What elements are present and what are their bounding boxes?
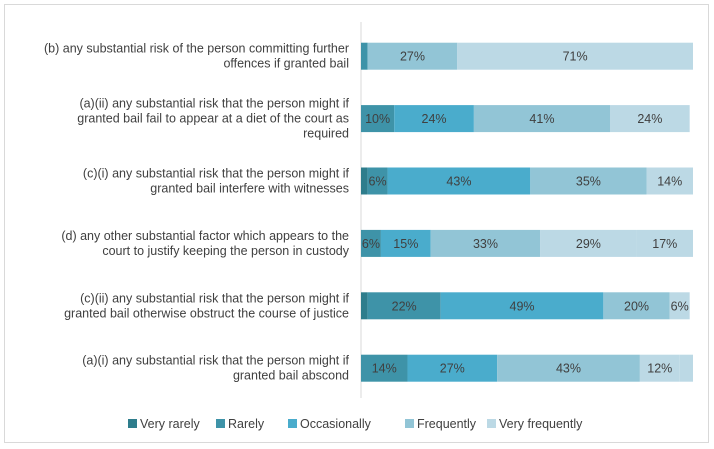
category-label-line: (c)(i) any substantial risk that the per… <box>83 167 350 181</box>
data-label: 10% <box>365 112 390 126</box>
bar-segment <box>361 105 395 133</box>
bar-segment <box>473 105 610 133</box>
category-label-line: granted bail interfere with witnesses <box>150 182 349 196</box>
legend-label: Very frequently <box>499 417 583 431</box>
category-label-line: granted bail otherwise obstruct the cour… <box>64 306 349 320</box>
bar-segment <box>361 167 368 195</box>
data-label: 14% <box>372 362 397 376</box>
bar-segment <box>387 167 531 195</box>
data-label: 15% <box>393 237 418 251</box>
data-label: 43% <box>556 362 581 376</box>
data-label: 27% <box>400 50 425 64</box>
category-label-line: (a)(i) any substantial risk that the per… <box>82 354 349 368</box>
data-label: 27% <box>440 362 465 376</box>
bar-segment <box>603 292 670 320</box>
legend-swatch <box>487 419 496 428</box>
category-label-line: (d) any other substantial factor which a… <box>61 229 349 243</box>
category-label-line: required <box>303 127 349 141</box>
bar-segment <box>669 292 690 320</box>
bar-segment <box>639 354 680 382</box>
data-label: 6% <box>362 237 380 251</box>
legend-label: Very rarely <box>140 417 200 431</box>
legend-swatch <box>128 419 137 428</box>
data-label: 41% <box>529 112 554 126</box>
category-label: (c)(i) any substantial risk that the per… <box>83 167 350 196</box>
data-label: 49% <box>510 299 535 313</box>
chart-border <box>4 4 709 443</box>
bar-segment <box>679 354 693 382</box>
category-label: (a)(ii) any substantial risk that the pe… <box>77 97 349 141</box>
bar-segment <box>361 354 408 382</box>
bar-segment <box>457 42 693 70</box>
category-label-line: granted bail fail to appear at a diet of… <box>77 112 349 126</box>
legend-label: Occasionally <box>300 417 372 431</box>
bar-segment <box>367 292 441 320</box>
bar-segment <box>440 292 604 320</box>
bar-segment <box>367 42 458 70</box>
data-label: 14% <box>657 175 682 189</box>
data-label: 6% <box>369 175 387 189</box>
bar-segment <box>394 105 474 133</box>
data-label: 24% <box>637 112 662 126</box>
bar-segment <box>430 229 541 257</box>
data-label: 20% <box>624 299 649 313</box>
category-label-line: court to justify keeping the person in c… <box>102 244 349 258</box>
category-label: (c)(ii) any substantial risk that the pe… <box>64 291 349 320</box>
bar-segment <box>367 167 388 195</box>
data-label: 35% <box>576 175 601 189</box>
legend-swatch <box>216 419 225 428</box>
data-label: 17% <box>652 237 677 251</box>
category-label-line: granted bail abscond <box>233 369 349 383</box>
data-label: 22% <box>392 299 417 313</box>
legend-swatch <box>405 419 414 428</box>
category-label: (a)(i) any substantial risk that the per… <box>82 354 349 383</box>
bar-segment <box>407 354 498 382</box>
bar-segment <box>361 42 368 70</box>
category-label-line: (b) any substantial risk of the person c… <box>44 42 349 56</box>
category-label: (b) any substantial risk of the person c… <box>44 42 349 71</box>
bar-segment <box>636 229 693 257</box>
bar-segment <box>610 105 690 133</box>
bar-segment <box>497 354 640 382</box>
bar-segment <box>646 167 693 195</box>
data-label: 33% <box>473 237 498 251</box>
bar-segment <box>361 229 381 257</box>
bar-segment <box>361 292 368 320</box>
legend-swatch <box>288 419 297 428</box>
category-label: (d) any other substantial factor which a… <box>61 229 349 258</box>
data-label: 24% <box>422 112 447 126</box>
bar-segment <box>530 167 647 195</box>
bar-segment <box>380 229 431 257</box>
data-label: 43% <box>446 175 471 189</box>
category-label-line: offences if granted bail <box>223 57 349 71</box>
legend-label: Rarely <box>228 417 265 431</box>
data-label: 71% <box>563 50 588 64</box>
category-label-line: (a)(ii) any substantial risk that the pe… <box>79 97 349 111</box>
legend-label: Frequently <box>417 417 477 431</box>
data-label: 29% <box>576 237 601 251</box>
data-label: 12% <box>647 362 672 376</box>
bar-segment <box>540 229 637 257</box>
data-label: 6% <box>671 299 689 313</box>
category-label-line: (c)(ii) any substantial risk that the pe… <box>80 291 349 305</box>
